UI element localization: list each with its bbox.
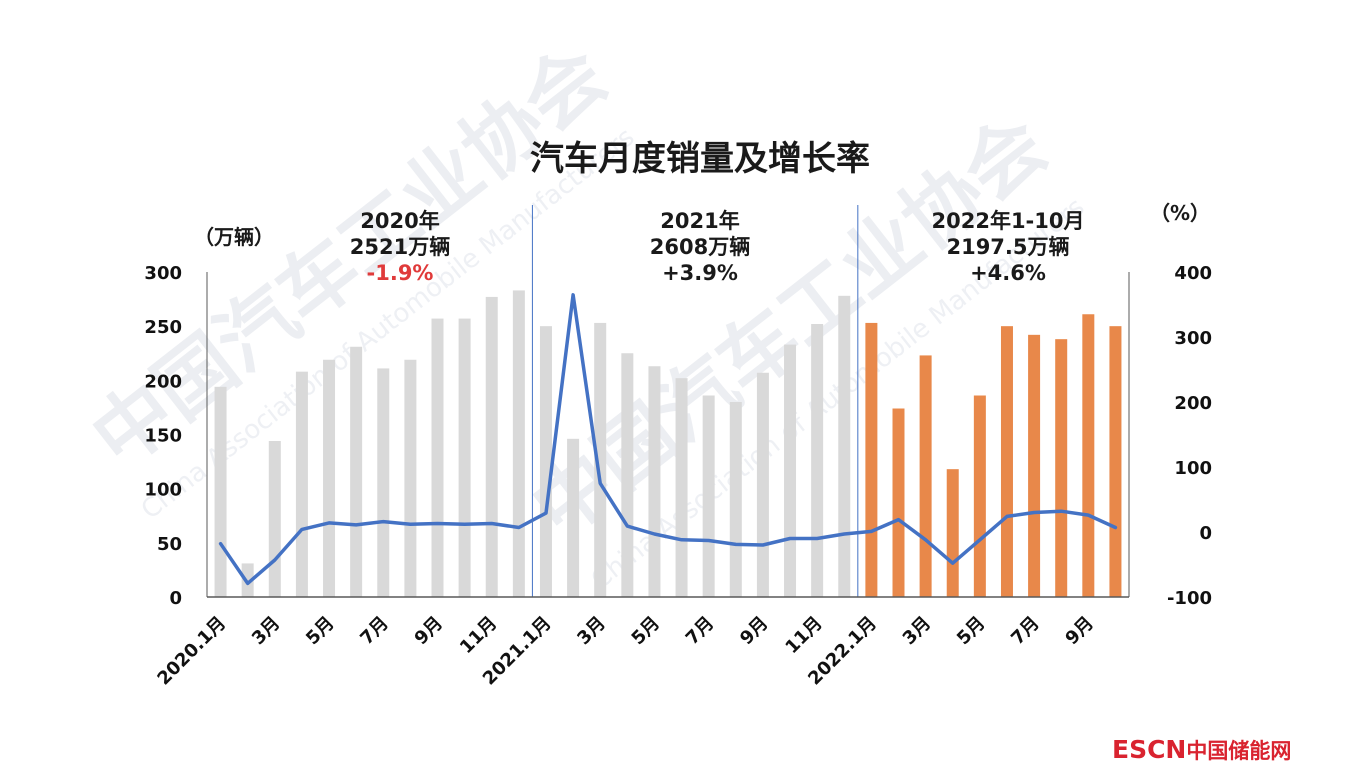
bar-7 (377, 368, 390, 597)
annotation-2-line-1: 2021年 (660, 209, 739, 233)
left-tick-100: 100 (144, 480, 182, 501)
right-tick-0: 0 (1199, 523, 1212, 544)
annotation-1-line-3: -1.9% (367, 261, 434, 285)
bar-11 (485, 296, 498, 597)
bar-5 (323, 359, 336, 597)
bar-14 (567, 438, 580, 597)
right-axis-unit: （%） (1150, 201, 1210, 225)
bar-30 (1000, 326, 1013, 597)
logo-cn: 中国储能网 (1186, 739, 1292, 763)
bar-16 (621, 353, 634, 597)
logo-en: ESCN (1112, 735, 1187, 764)
annotation-2-line-3: +3.9% (662, 261, 738, 285)
bar-series (214, 290, 1122, 597)
x-tick-11: 9月 (736, 613, 772, 649)
bar-23 (811, 324, 824, 597)
bar-6 (350, 346, 363, 597)
x-tick-1: 2020.1月 (153, 613, 230, 690)
annotation-1-line-2: 2521万辆 (350, 235, 450, 259)
left-tick-250: 250 (144, 317, 182, 338)
annotation-2-line-2: 2608万辆 (650, 235, 750, 259)
bar-20 (729, 402, 742, 597)
x-tick-16: 7月 (1007, 613, 1043, 649)
annotation-3-line-1: 2022年1-10月 (932, 209, 1085, 233)
bar-26 (892, 408, 905, 597)
annotation-3-line-3: +4.6% (970, 261, 1046, 285)
bar-22 (784, 344, 797, 597)
escn-logo: ESCN中国储能网 (1112, 734, 1291, 766)
x-tick-14: 3月 (899, 613, 935, 649)
x-tick-4: 7月 (356, 613, 392, 649)
left-tick-300: 300 (144, 263, 182, 284)
right-tick-300: 300 (1174, 328, 1212, 349)
bar-21 (756, 372, 769, 597)
bar-15 (594, 322, 607, 597)
x-tick-2: 3月 (248, 613, 284, 649)
right-tick-400: 400 (1174, 263, 1212, 284)
bar-4 (295, 371, 308, 597)
bar-10 (458, 318, 471, 597)
x-tick-17: 9月 (1061, 613, 1097, 649)
x-tick-9: 5月 (628, 613, 664, 649)
bar-9 (431, 318, 444, 597)
left-axis-ticks: 0 50 100 150 200 250 300 (144, 263, 182, 609)
bar-25 (865, 322, 878, 597)
chart-title: 汽车月度销量及增长率 (530, 139, 870, 179)
x-tick-10: 7月 (682, 613, 718, 649)
bar-19 (702, 395, 715, 597)
x-tick-8: 3月 (573, 613, 609, 649)
left-tick-0: 0 (169, 588, 182, 609)
x-tick-5: 9月 (411, 613, 447, 649)
right-tick--100: -100 (1167, 588, 1212, 609)
bar-27 (919, 355, 932, 597)
bar-28 (946, 469, 959, 597)
bar-24 (838, 295, 851, 597)
bar-29 (973, 395, 986, 597)
growth-line (218, 293, 1118, 586)
left-tick-150: 150 (144, 426, 182, 447)
bar-34 (1109, 326, 1122, 597)
growth-line-series (218, 293, 1118, 586)
bar-1 (214, 386, 227, 597)
bar-8 (404, 359, 417, 597)
bar-18 (675, 378, 688, 597)
bar-31 (1028, 334, 1041, 597)
bar-17 (648, 366, 661, 597)
left-axis-unit: （万辆） (194, 225, 274, 249)
watermark: 中国汽车工业协会 China Association of Automobile… (76, 30, 1090, 596)
right-tick-200: 200 (1174, 393, 1212, 414)
left-tick-50: 50 (157, 534, 182, 555)
bar-12 (512, 290, 525, 597)
x-tick-3: 5月 (302, 613, 338, 649)
right-tick-100: 100 (1174, 458, 1212, 479)
bar-13 (539, 326, 552, 597)
bar-33 (1082, 314, 1095, 597)
right-axis-ticks: -100 0 100 200 300 400 (1167, 263, 1212, 609)
x-tick-12: 11月 (781, 613, 826, 658)
x-tick-15: 5月 (953, 613, 989, 649)
x-tick-6: 11月 (456, 613, 501, 658)
annotation-3-line-2: 2197.5万辆 (946, 235, 1069, 259)
annotation-1-line-1: 2020年 (360, 209, 439, 233)
bar-2 (241, 563, 254, 597)
bar-3 (268, 441, 281, 597)
axes (206, 272, 1130, 598)
bar-32 (1055, 339, 1068, 597)
left-tick-200: 200 (144, 371, 182, 392)
